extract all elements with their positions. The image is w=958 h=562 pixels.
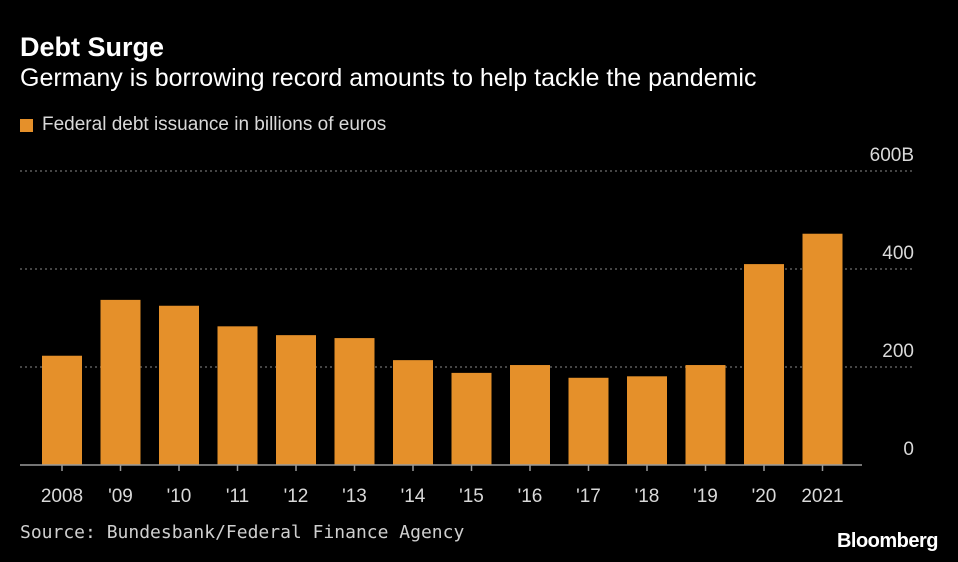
x-tick-label: '15 bbox=[459, 486, 484, 507]
bar-20 bbox=[744, 264, 784, 465]
bar-15 bbox=[451, 372, 492, 465]
legend-swatch bbox=[20, 118, 33, 132]
chart-subtitle: Germany is borrowing record amounts to h… bbox=[20, 64, 757, 92]
bar-12 bbox=[276, 335, 316, 465]
x-tick-label: '13 bbox=[342, 486, 367, 507]
bar-17 bbox=[568, 377, 609, 465]
x-tick-label: '19 bbox=[693, 486, 718, 507]
bar-2008 bbox=[42, 355, 82, 465]
legend: Federal debt issuance in billions of eur… bbox=[20, 112, 386, 138]
y-tick-label: 200 bbox=[882, 341, 914, 362]
x-tick-label: '12 bbox=[284, 486, 309, 507]
bar-13 bbox=[334, 338, 375, 465]
x-tick-label: 2008 bbox=[41, 486, 83, 507]
bar-16 bbox=[510, 365, 550, 465]
x-tick-label: '16 bbox=[518, 486, 543, 507]
bar-19 bbox=[685, 365, 726, 465]
bar-14 bbox=[393, 360, 433, 465]
x-tick-label: '18 bbox=[635, 486, 660, 507]
bar-10 bbox=[159, 305, 199, 465]
x-tick-label: '09 bbox=[108, 486, 133, 507]
x-tick-label: '17 bbox=[576, 486, 601, 507]
x-tick-label: 2021 bbox=[801, 486, 843, 507]
bloomberg-logo: Bloomberg bbox=[836, 530, 939, 552]
chart-title: Debt Surge bbox=[20, 32, 165, 62]
x-tick-label: '11 bbox=[226, 486, 249, 507]
y-tick-label: 0 bbox=[903, 439, 914, 460]
x-tick-label: '10 bbox=[167, 486, 192, 507]
bar-09 bbox=[100, 299, 141, 465]
x-tick-label: '20 bbox=[752, 486, 777, 507]
x-tick-label: '14 bbox=[401, 486, 426, 507]
bar-18 bbox=[627, 376, 667, 465]
y-tick-label: 600B bbox=[870, 145, 914, 166]
bar-2021 bbox=[802, 233, 843, 465]
bar-11 bbox=[217, 326, 258, 465]
legend-label: Federal debt issuance in billions of eur… bbox=[42, 114, 387, 135]
y-tick-label: 400 bbox=[882, 243, 914, 264]
source-note: Source: Bundesbank/Federal Finance Agenc… bbox=[20, 522, 465, 543]
